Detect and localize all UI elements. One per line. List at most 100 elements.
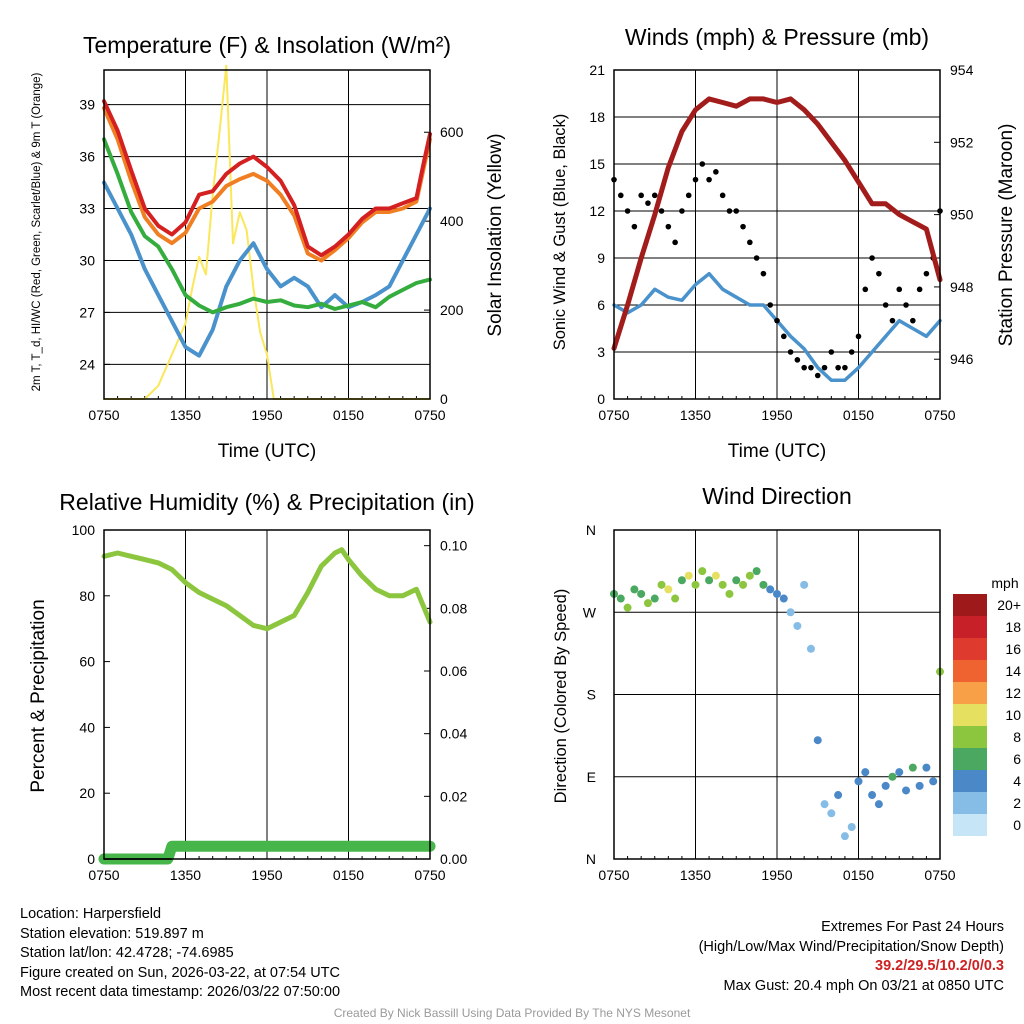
legend-swatch — [953, 594, 987, 616]
y-tick-label: 27 — [79, 304, 95, 320]
gust-point — [923, 270, 930, 277]
plot-frame — [613, 69, 941, 400]
y-tick-label: 30 — [79, 252, 95, 268]
x-axis-label: Time (UTC) — [218, 441, 317, 462]
gust-point — [882, 302, 889, 308]
y-tick-label: E — [587, 769, 596, 785]
chart-title: Wind Direction — [702, 483, 852, 509]
direction-point — [861, 768, 870, 777]
legend-swatch — [953, 616, 987, 638]
direction-point — [786, 608, 795, 617]
legend-swatch — [953, 704, 987, 726]
speed-color-legend: mph 20+ 18 16 14 12 10 8 6 4 2 0 — [953, 575, 1021, 836]
gust-point — [685, 192, 692, 199]
y-tick-label: 12 — [589, 203, 605, 219]
gust-point — [624, 208, 631, 214]
gust-point — [855, 333, 862, 340]
direction-point — [657, 580, 666, 589]
gust-point — [617, 192, 624, 199]
y2-tick-label: 0.04 — [440, 726, 467, 742]
gust-point — [665, 223, 672, 230]
y-tick-label: 6 — [597, 297, 605, 313]
legend-swatch — [953, 726, 987, 748]
gust-point — [903, 302, 909, 308]
legend-label: 10 — [1005, 707, 1021, 723]
direction-point — [813, 736, 822, 745]
y-tick-label: 36 — [79, 149, 95, 165]
y-tick-label: 18 — [589, 109, 605, 125]
direction-point — [834, 791, 843, 800]
direction-point — [650, 594, 659, 603]
y-axis-label: Percent & Precipitation — [28, 599, 49, 792]
x-tick-label: 0750 — [598, 407, 629, 423]
legend-label: 0 — [1013, 817, 1021, 833]
gust-point — [638, 192, 644, 199]
direction-point — [664, 585, 673, 594]
direction-point — [820, 800, 829, 809]
wind-pressure-panel: Winds (mph) & Pressure (mb) 0750 1350 1950 0… — [551, 24, 1017, 462]
legend-label: 4 — [1013, 773, 1021, 789]
y-tick-label: 0 — [87, 851, 95, 867]
station-location: Location: Harpersfield — [20, 906, 162, 922]
direction-point — [616, 594, 625, 603]
gust-point — [801, 364, 807, 371]
y2-tick-label: 950 — [950, 207, 974, 223]
y2-tick-label: 0.10 — [440, 538, 467, 554]
y-tick-label: N — [586, 851, 596, 867]
y2-tick-label: 0.00 — [440, 851, 467, 867]
extremes-values: 39.2/29.5/10.2/0/0.3 — [875, 958, 1004, 974]
y-axis-label: Direction (Colored By Speed) — [552, 589, 570, 804]
gust-point — [672, 239, 678, 246]
direction-point — [684, 571, 693, 580]
direction-point — [881, 781, 890, 790]
legend-swatch — [953, 660, 987, 682]
gust-point — [876, 270, 882, 277]
direction-point — [806, 644, 815, 653]
direction-point — [671, 594, 680, 603]
y-tick-label: 20 — [79, 785, 95, 801]
x-tick-label: 0750 — [598, 867, 629, 883]
direction-point — [732, 576, 741, 585]
y-tick-label: S — [587, 687, 596, 703]
gust-point — [679, 208, 685, 214]
temperature-panel: Temperature (F) & Insolation (W/m²) 0750 1… — [31, 32, 506, 462]
y-tick-label: 40 — [79, 719, 95, 735]
direction-point — [711, 571, 720, 580]
legend-label: 6 — [1013, 751, 1021, 767]
direction-point — [752, 567, 761, 576]
gust-point — [828, 349, 835, 355]
direction-point — [630, 585, 639, 594]
direction-point — [854, 777, 863, 786]
recent-timestamp: Most recent data timestamp: 2026/03/22 0… — [20, 984, 341, 1000]
figure-created: Figure created on Sun, 2026-03-22, at 07… — [20, 964, 340, 981]
direction-point — [915, 781, 924, 790]
y-tick-label: 21 — [589, 62, 605, 78]
legend-label: 14 — [1005, 663, 1021, 679]
legend-swatch — [953, 682, 987, 704]
direction-point — [766, 585, 775, 594]
direction-point — [698, 567, 707, 576]
direction-point — [908, 763, 917, 772]
x-tick-label: 1350 — [680, 407, 711, 423]
credit-line: Created By Nick Bassill Using Data Provi… — [333, 1006, 691, 1020]
gust-point — [780, 333, 787, 340]
direction-point — [895, 768, 904, 777]
direction-point — [874, 800, 883, 809]
direction-point — [793, 621, 802, 630]
legend-label: 2 — [1013, 795, 1021, 811]
y2-tick-label: 0.06 — [440, 663, 467, 679]
extremes-subtitle: (High/Low/Max Wind/Precipitation/Snow De… — [698, 938, 1004, 955]
plot-frame — [103, 529, 431, 860]
y-tick-label: 33 — [79, 201, 95, 217]
gust-point — [862, 286, 869, 293]
y-axis-label: Sonic Wind & Gust (Blue, Black) — [551, 114, 569, 351]
y2-tick-label: 200 — [440, 302, 464, 318]
gust-point — [706, 176, 712, 183]
direction-point — [739, 580, 748, 589]
gust-point — [821, 364, 828, 371]
y2-axis-label: Station Pressure (Maroon) — [996, 124, 1017, 347]
gust-point — [699, 161, 706, 167]
gust-point — [767, 302, 774, 308]
y-axis-label: 2m T, T_d, HI/WC (Red, Green, Scarlet/Bl… — [31, 72, 43, 391]
